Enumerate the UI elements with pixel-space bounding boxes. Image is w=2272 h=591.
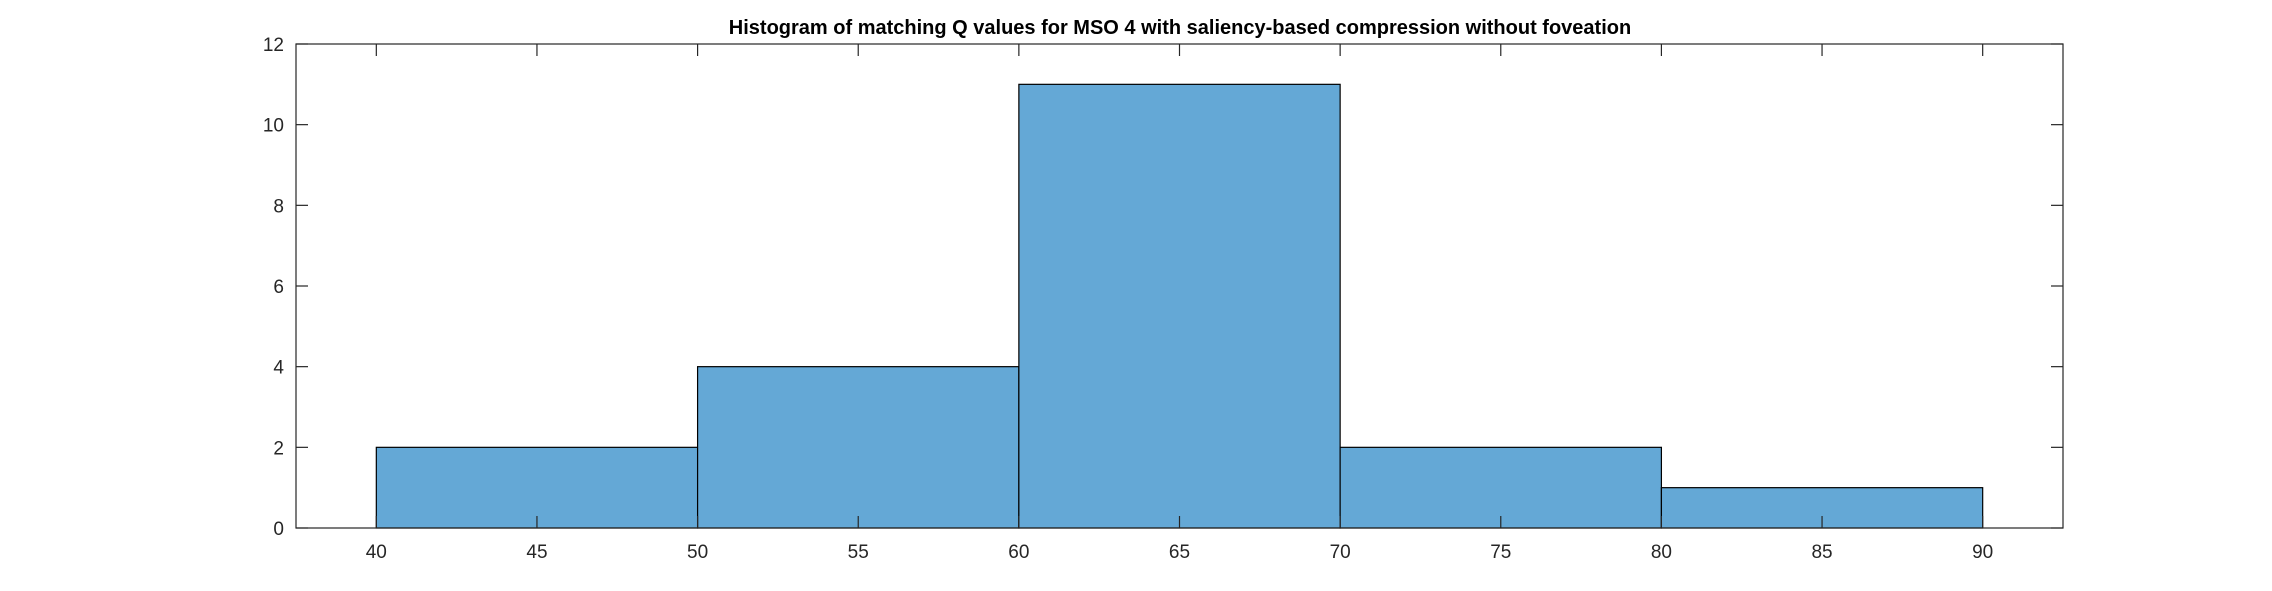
x-tick-label: 65	[1169, 542, 1190, 563]
chart-title: Histogram of matching Q values for MSO 4…	[729, 17, 1631, 39]
y-tick-label: 12	[263, 35, 284, 56]
y-tick-label: 0	[273, 519, 284, 540]
x-tick-label: 55	[848, 542, 869, 563]
bars-group	[375, 83, 1984, 529]
histogram-bar	[1018, 83, 1341, 529]
histogram-bar	[696, 366, 1020, 529]
y-tick-label: 4	[273, 358, 284, 379]
x-tick-label: 90	[1972, 542, 1993, 563]
histogram-bar	[1339, 446, 1663, 529]
x-tick-label: 70	[1330, 542, 1351, 563]
x-tick-label: 85	[1811, 542, 1832, 563]
y-tick-label: 10	[263, 116, 284, 137]
y-tick-label: 8	[273, 196, 284, 217]
x-tick-label: 40	[366, 542, 387, 563]
y-tick-label: 2	[273, 438, 284, 459]
x-tick-label: 75	[1490, 542, 1511, 563]
x-tick-label: 80	[1651, 542, 1672, 563]
x-tick-label: 60	[1008, 542, 1029, 563]
x-tick-label: 45	[526, 542, 547, 563]
histogram-bar	[375, 446, 699, 529]
y-axis: 0 2 4 6 8 10 12	[263, 35, 2063, 540]
x-axis: 40 45 50 55 60 65 70 75 80 85 90	[366, 44, 1993, 563]
x-tick-label: 50	[687, 542, 708, 563]
y-tick-label: 6	[273, 277, 284, 298]
